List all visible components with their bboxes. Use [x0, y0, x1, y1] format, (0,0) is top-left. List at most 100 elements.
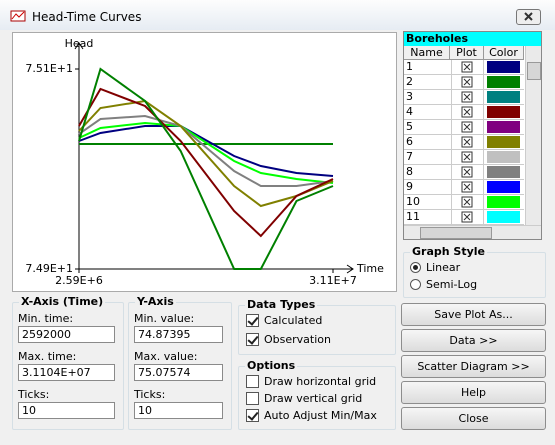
text-field[interactable]: 75.07574 — [134, 364, 223, 381]
color-swatch — [487, 91, 520, 103]
color-cell[interactable] — [484, 150, 524, 165]
checkbox[interactable] — [246, 375, 259, 388]
plot-checkbox[interactable] — [450, 150, 484, 165]
row-name: 7 — [404, 150, 452, 165]
group-title: Options — [245, 359, 298, 372]
plot-checkbox[interactable] — [450, 90, 484, 105]
group-title: X-Axis (Time) — [19, 295, 106, 308]
chart: Head Time 7.49E+1 7.51E+1 2.59E+6 3.11E+7 — [12, 32, 397, 292]
checkbox[interactable] — [246, 333, 259, 346]
text-field[interactable]: 10 — [18, 402, 115, 419]
color-cell[interactable] — [484, 135, 524, 150]
plot-checkbox[interactable] — [450, 180, 484, 195]
color-swatch — [487, 76, 520, 88]
group-box: Data Types Calculated Observation — [238, 298, 396, 355]
color-cell[interactable] — [484, 165, 524, 180]
row-name: 6 — [404, 135, 452, 150]
radio-label: Linear — [426, 261, 461, 274]
button[interactable]: Scatter Diagram >> — [401, 355, 546, 378]
v-scroll-thumb[interactable] — [527, 62, 541, 80]
group-title: Y-Axis — [135, 295, 176, 308]
checkbox-label: Calculated — [264, 314, 323, 327]
y-tick-label: 7.49E+1 — [25, 262, 73, 275]
y-axis — [74, 42, 84, 269]
text-field[interactable]: 74.87395 — [134, 326, 223, 343]
plot-checkbox[interactable] — [450, 105, 484, 120]
checkbox[interactable] — [246, 409, 259, 422]
x-tick-label: 2.59E+6 — [55, 274, 103, 287]
row-name: 3 — [404, 90, 452, 105]
color-swatch — [487, 106, 520, 118]
radio-button[interactable] — [410, 262, 421, 273]
color-cell[interactable] — [484, 60, 524, 75]
field-label: Max. value: — [134, 350, 198, 363]
x-tick-label: 3.11E+7 — [309, 274, 357, 287]
color-cell[interactable] — [484, 90, 524, 105]
row-name: 9 — [404, 180, 452, 195]
plot-checkbox[interactable] — [450, 165, 484, 180]
data-line — [78, 67, 334, 270]
checkbox-label: Auto Adjust Min/Max — [264, 409, 377, 422]
color-swatch — [487, 151, 520, 163]
column-header: Plot — [450, 46, 484, 60]
app-icon — [10, 10, 26, 22]
check-mark — [247, 314, 259, 326]
group-box: X-Axis (Time) Min. time: 2592000 Max. time:… — [12, 295, 124, 430]
data-line — [78, 125, 334, 177]
x-axis — [79, 264, 354, 274]
button[interactable]: Data >> — [401, 329, 546, 352]
plot-checkbox[interactable] — [450, 120, 484, 135]
text-field[interactable]: 2592000 — [18, 326, 115, 343]
group-box: Y-Axis Min. value: 74.87395 Max. value: 75.0… — [128, 295, 232, 430]
check-mark — [247, 409, 259, 421]
text-field[interactable]: 3.1104E+07 — [18, 364, 115, 381]
button[interactable]: Save Plot As... — [401, 303, 546, 326]
row-name: 5 — [404, 120, 452, 135]
color-swatch — [487, 121, 520, 133]
row-name: 11 — [404, 210, 452, 225]
checkbox[interactable] — [246, 392, 259, 405]
color-swatch — [487, 166, 520, 178]
button[interactable]: Close — [401, 407, 546, 430]
column-header: Name — [404, 46, 450, 60]
text-field[interactable]: 10 — [134, 402, 223, 419]
button[interactable]: Help — [401, 381, 546, 404]
field-label: Ticks: — [18, 388, 50, 401]
radio-button[interactable] — [410, 279, 421, 290]
radio-label: Semi-Log — [426, 278, 478, 291]
row-name: 1 — [404, 60, 452, 75]
window-title: Head-Time Curves — [32, 10, 142, 24]
field-label: Ticks: — [134, 388, 166, 401]
checkbox-label: Draw vertical grid — [264, 392, 363, 405]
plot-checkbox[interactable] — [450, 75, 484, 90]
color-cell[interactable] — [484, 105, 524, 120]
checkbox[interactable] — [246, 314, 259, 327]
close-window-button[interactable] — [516, 9, 541, 25]
group-box: Graph Style Linear Semi-Log — [403, 245, 546, 298]
y-tick-label: 7.51E+1 — [25, 62, 73, 75]
color-cell[interactable] — [484, 210, 524, 225]
x-axis-label: Time — [356, 262, 384, 275]
data-line — [78, 87, 334, 238]
plot-checkbox[interactable] — [450, 135, 484, 150]
data-line — [78, 99, 334, 208]
column-header: Color — [484, 46, 524, 60]
field-label: Min. value: — [134, 312, 195, 325]
color-cell[interactable] — [484, 180, 524, 195]
color-swatch — [487, 196, 520, 208]
h-scroll-thumb[interactable] — [420, 227, 492, 239]
color-swatch — [487, 136, 520, 148]
color-cell[interactable] — [484, 195, 524, 210]
checkbox-label: Observation — [264, 333, 331, 346]
color-cell[interactable] — [484, 120, 524, 135]
plot-checkbox[interactable] — [450, 195, 484, 210]
table-title: Boreholes — [404, 32, 541, 46]
v-scrollbar[interactable] — [525, 46, 541, 225]
checkbox-label: Draw horizontal grid — [264, 375, 377, 388]
row-name: 4 — [404, 105, 452, 120]
plot-checkbox[interactable] — [450, 210, 484, 225]
plot-checkbox[interactable] — [450, 60, 484, 75]
radio-dot — [413, 265, 418, 270]
color-cell[interactable] — [484, 75, 524, 90]
